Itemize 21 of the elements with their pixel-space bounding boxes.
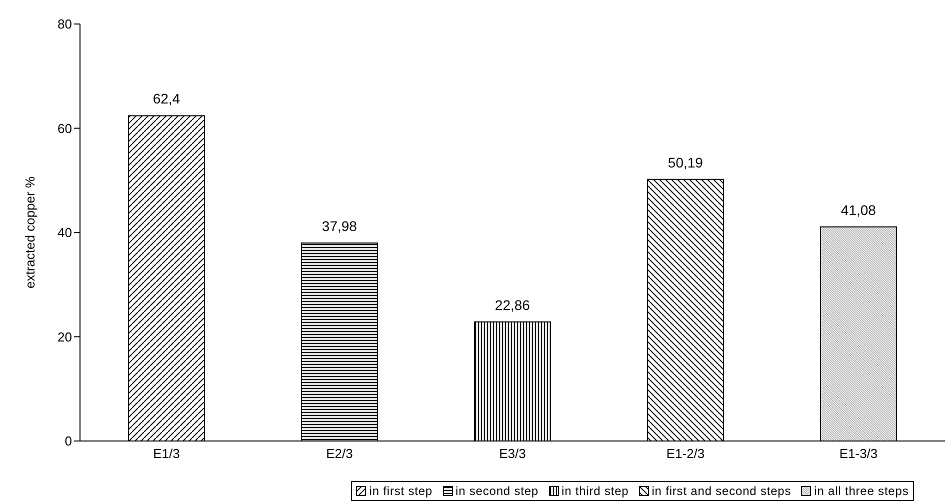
y-tick-label: 0: [64, 434, 72, 449]
legend-label: in first step: [368, 484, 432, 498]
x-tick-label: E1-3/3: [839, 446, 878, 462]
x-tick-label: E2/3: [326, 446, 353, 462]
data-label: 22,86: [494, 296, 530, 313]
legend-label: in all three steps: [813, 484, 909, 498]
legend-label: in third step: [560, 484, 629, 498]
y-axis-title: extracted copper %: [22, 176, 38, 289]
y-tick-label: 20: [58, 329, 72, 344]
y-tick-label: 80: [58, 16, 72, 32]
data-label: 37,98: [322, 218, 358, 234]
y-tick-label: 60: [58, 120, 72, 136]
x-tick-label: E1/3: [153, 446, 180, 462]
data-label: 50,19: [668, 154, 704, 170]
data-label: 41,08: [840, 202, 876, 218]
legend-label: in first and second steps: [650, 484, 792, 498]
y-tick-label: 40: [58, 225, 72, 240]
x-tick-label: E1-2/3: [666, 446, 705, 462]
data-label: 62,4: [152, 90, 180, 107]
legend-label: in second step: [454, 484, 538, 498]
x-tick-label: E3/3: [499, 446, 526, 462]
